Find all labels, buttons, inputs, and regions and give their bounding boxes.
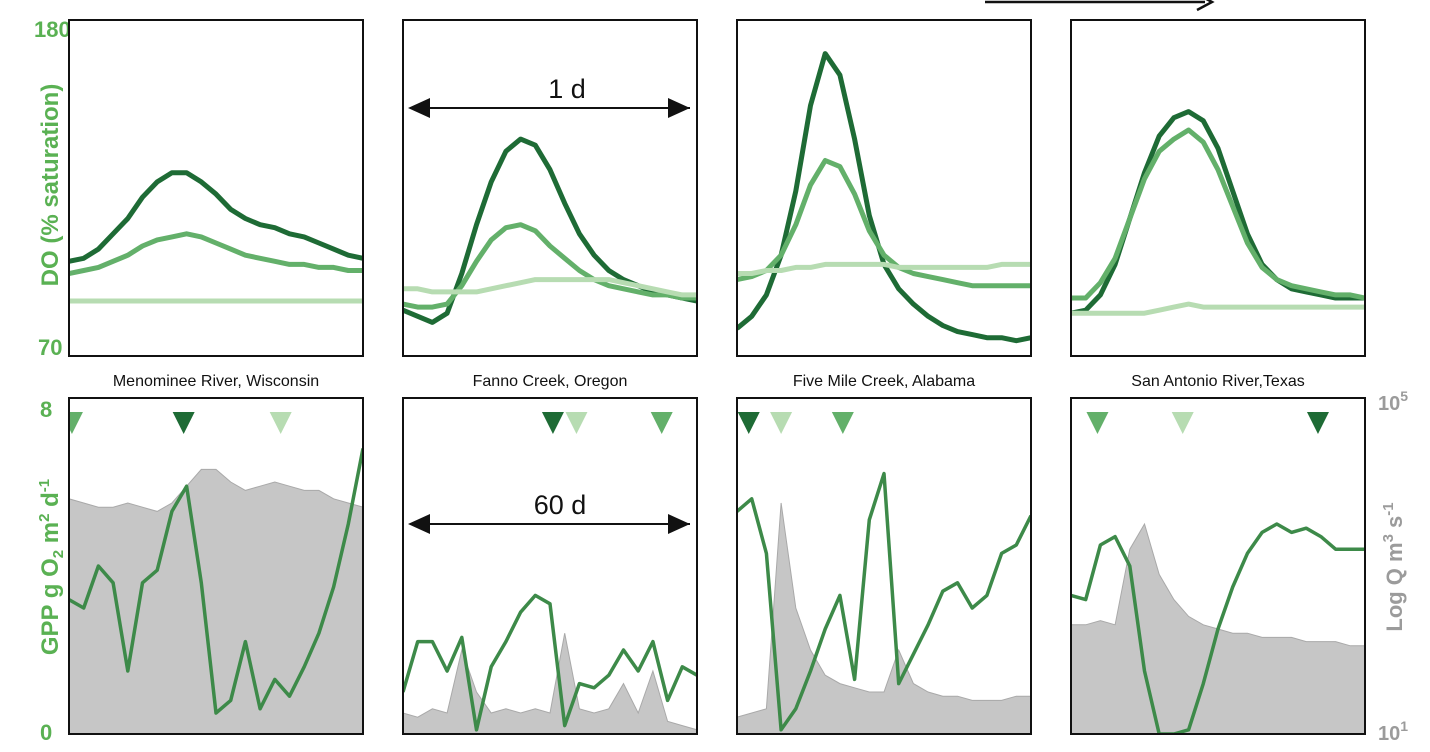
do-series-mid [403,222,697,310]
sixty-day-span-label: 60 d [534,490,587,520]
panel-3-frame [736,19,1032,357]
sample-marker-dark [541,412,564,434]
q-tick-bottom: 101 [1378,718,1408,745]
sample-marker-light [565,412,588,434]
gpp-series [403,593,697,732]
panel-5 [68,397,364,735]
do-axis-label: DO (% saturation) [37,84,64,287]
panel-7-frame [736,397,1032,735]
panel-8-frame [1070,397,1366,735]
gpp-series [737,471,1031,732]
panel-6-frame [402,397,698,735]
gpp-series [1071,522,1365,734]
gpp-tick-top: 8 [40,397,52,422]
do-series-mid [1071,127,1365,301]
do-tick-bottom: 70 [38,335,62,360]
panel-4 [1070,19,1366,357]
panel-4-frame [1070,19,1366,357]
sample-marker-mid [1086,412,1109,434]
do-series-light [1071,301,1365,316]
do-series-light [403,277,697,298]
panel-grid [68,19,1366,735]
discharge-area [737,502,1031,734]
panel-1-plot-area [69,170,363,304]
arrow-right-icon [985,0,1215,12]
gpp-axis-label: GPP g O2 m2 d-1 [36,479,67,655]
panel-5-plot-area [69,412,363,734]
discharge-area [69,468,363,734]
sample-marker-dark [737,412,760,434]
sample-marker-light [269,412,292,434]
panel-4-plot-area [1071,109,1365,316]
sample-marker-dark [172,412,195,434]
panel-3-plot-area [737,51,1031,344]
gpp-series [69,448,363,715]
do-series-mid [69,231,363,276]
sample-marker-mid [69,412,83,434]
panel-7 [736,397,1032,735]
panel-2 [402,19,698,357]
do-series-light [737,261,1031,276]
sample-marker-mid [650,412,673,434]
sample-marker-light [770,412,793,434]
panel-8-plot-area [1071,412,1365,734]
site-label-3: Five Mile Creek, Alabama [793,373,975,390]
site-label-4: San Antonio River,Texas [1131,373,1304,390]
sixty-day-span: 60 d [408,490,690,534]
sample-marker-light [1171,412,1194,434]
one-day-span-label: 1 d [548,74,586,104]
do-series-mid [737,158,1031,289]
panel-8 [1070,397,1366,735]
gpp-tick-bottom: 0 [40,720,52,745]
panel-1-frame [68,19,364,357]
panel-1 [68,19,364,357]
sample-marker-dark [1306,412,1329,434]
do-tick-top: 180 [34,17,71,42]
site-label-2: Fanno Creek, Oregon [473,373,628,390]
panel-5-frame [68,397,364,735]
panel-2-frame [402,19,698,357]
panel-7-plot-area [737,412,1031,734]
do-series-dark [69,170,363,264]
panel-2-plot-area [403,136,697,325]
sample-marker-mid [831,412,854,434]
q-axis-label: Log Q m3 s-1 [1380,502,1407,631]
site-label-1: Menominee River, Wisconsin [113,373,319,390]
do-series-dark [737,51,1031,344]
gpp-axis-label-text: GPP g O2 m2 d-1 [36,479,67,655]
panel-6-plot-area [403,412,697,734]
do-series-dark [1071,109,1365,316]
q-tick-top: 105 [1378,388,1408,415]
panel-6 [402,397,698,735]
one-day-span: 1 d [408,74,690,118]
panel-3 [736,19,1032,357]
